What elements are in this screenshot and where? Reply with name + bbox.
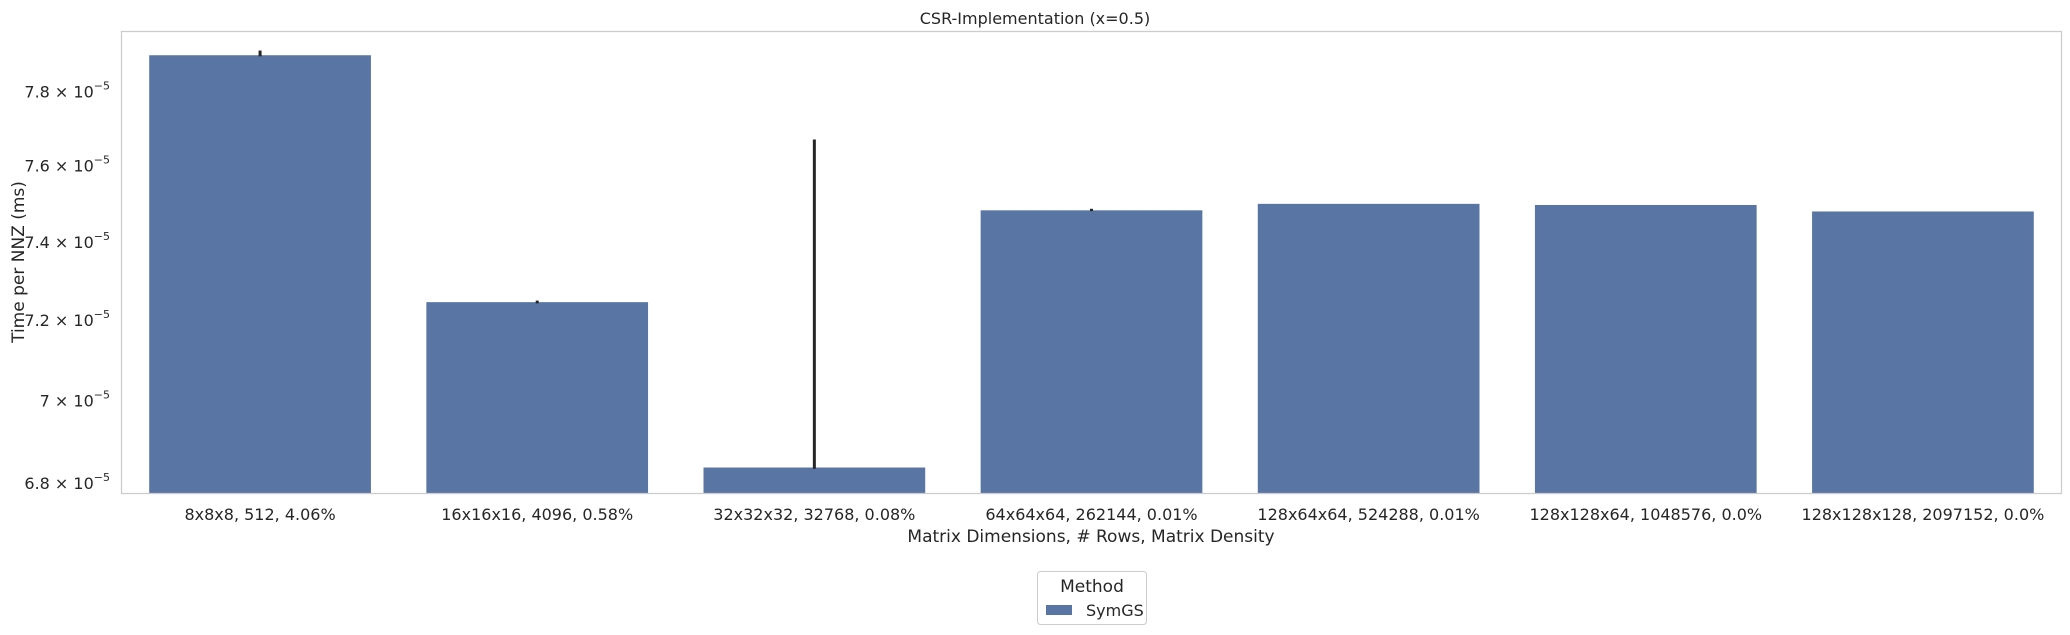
y-tick-exponent: −5 bbox=[94, 308, 110, 321]
x-tick-label: 64x64x64, 262144, 0.01% bbox=[985, 505, 1197, 524]
x-tick-label: 128x128x128, 2097152, 0.0% bbox=[1802, 505, 2045, 524]
bar bbox=[149, 55, 371, 494]
y-tick-times: × bbox=[50, 233, 74, 252]
legend-title: Method bbox=[1060, 577, 1124, 597]
legend-label-symgs: SymGS bbox=[1086, 601, 1144, 620]
y-tick-times: × bbox=[50, 474, 74, 493]
bar bbox=[426, 302, 649, 494]
y-tick-label: 6.8 × 10−5 bbox=[24, 471, 110, 493]
y-tick-label: 7.4 × 10−5 bbox=[24, 230, 110, 252]
legend: Method SymGS bbox=[1037, 571, 1147, 625]
bar bbox=[1534, 204, 1757, 494]
y-tick-mantissa: 7 bbox=[40, 391, 50, 410]
chart-title: CSR-Implementation (x=0.5) bbox=[920, 9, 1151, 28]
y-tick-base: 10 bbox=[73, 83, 93, 102]
bars-group bbox=[149, 55, 2034, 494]
y-tick-exponent: −5 bbox=[94, 80, 110, 93]
y-tick-times: × bbox=[50, 157, 74, 176]
y-tick-times: × bbox=[50, 83, 74, 102]
y-tick-exponent: −5 bbox=[94, 471, 110, 484]
y-tick-label: 7.8 × 10−5 bbox=[24, 80, 110, 102]
x-tick-label: 128x64x64, 524288, 0.01% bbox=[1257, 505, 1479, 524]
y-tick-mantissa: 7.8 bbox=[24, 83, 49, 102]
y-tick-base: 10 bbox=[73, 391, 93, 410]
y-tick-exponent: −5 bbox=[94, 154, 110, 167]
legend-swatch-symgs bbox=[1046, 605, 1072, 615]
y-tick-mantissa: 6.8 bbox=[24, 474, 49, 493]
y-tick-base: 10 bbox=[73, 157, 93, 176]
plot-frame bbox=[120, 30, 2063, 495]
y-tick-times: × bbox=[50, 311, 74, 330]
x-tick-label: 16x16x16, 4096, 0.58% bbox=[441, 505, 633, 524]
y-tick-label: 7.2 × 10−5 bbox=[24, 308, 110, 330]
y-tick-label: 7 × 10−5 bbox=[40, 388, 110, 410]
y-ticks-group: 6.8 × 10−57 × 10−57.2 × 10−57.4 × 10−57.… bbox=[24, 80, 110, 493]
y-tick-exponent: −5 bbox=[94, 230, 110, 243]
y-tick-mantissa: 7.2 bbox=[24, 311, 49, 330]
bar bbox=[1257, 203, 1480, 494]
y-tick-label: 7.6 × 10−5 bbox=[24, 154, 110, 176]
x-ticks-group: 8x8x8, 512, 4.06% 16x16x16, 4096, 0.58% 32… bbox=[184, 505, 2044, 524]
y-tick-mantissa: 7.6 bbox=[24, 157, 49, 176]
bar bbox=[703, 467, 926, 494]
y-tick-mantissa: 7.4 bbox=[24, 233, 49, 252]
y-tick-base: 10 bbox=[73, 233, 93, 252]
y-axis-label: Time per NNZ (ms) bbox=[9, 181, 29, 344]
x-tick-label: 128x128x64, 1048576, 0.0% bbox=[1529, 505, 1762, 524]
y-tick-base: 10 bbox=[73, 311, 93, 330]
y-tick-exponent: −5 bbox=[94, 388, 110, 401]
bar bbox=[980, 210, 1203, 494]
x-tick-label: 32x32x32, 32768, 0.08% bbox=[713, 505, 915, 524]
bar bbox=[1812, 211, 2034, 494]
x-axis-label: Matrix Dimensions, # Rows, Matrix Densit… bbox=[907, 527, 1274, 547]
x-tick-label: 8x8x8, 512, 4.06% bbox=[184, 505, 335, 524]
y-tick-times: × bbox=[50, 391, 74, 410]
errorbars-group bbox=[258, 50, 1093, 469]
y-tick-base: 10 bbox=[73, 474, 93, 493]
